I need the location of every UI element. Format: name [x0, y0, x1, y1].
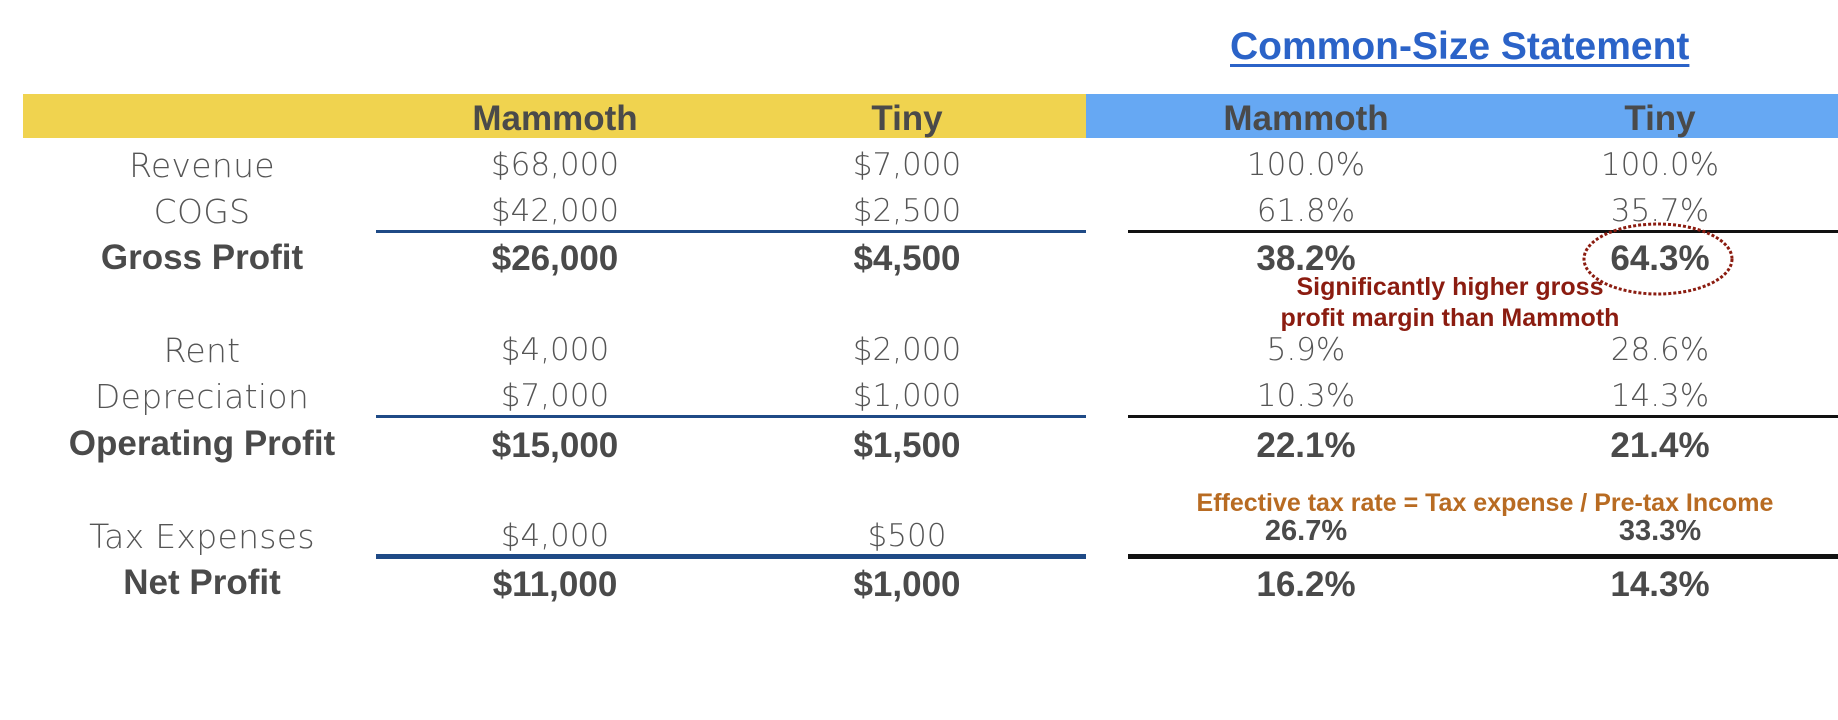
- rent-cs-mammoth: 5.9%: [1266, 332, 1346, 368]
- header-band-common-size: [1086, 94, 1838, 138]
- header-band-dollars: [23, 94, 1086, 138]
- highlight-circle: [1582, 222, 1734, 296]
- net-profit-tiny: $1,000: [853, 565, 961, 604]
- revenue-cs-mammoth: 100.0%: [1246, 147, 1366, 183]
- depreciation-tiny: $1,000: [852, 378, 962, 414]
- revenue-tiny: $7,000: [852, 147, 962, 183]
- cogs-tiny: $2,500: [852, 193, 962, 229]
- rent-mammoth: $4,000: [500, 332, 610, 368]
- cogs-cs-mammoth: 61.8%: [1256, 193, 1356, 229]
- gross-profit-cs-tiny: 64.3%: [1610, 239, 1710, 278]
- total-rule-tax-cs: [1128, 554, 1838, 559]
- gross-profit-tiny: $4,500: [853, 239, 961, 278]
- revenue-mammoth: $68,000: [490, 147, 620, 183]
- row-label-revenue: Revenue: [129, 146, 275, 185]
- operating-profit-mammoth: $15,000: [491, 426, 619, 465]
- net-profit-cs-tiny: 14.3%: [1610, 565, 1710, 604]
- cogs-mammoth: $42,000: [490, 193, 620, 229]
- total-rule-tax: [376, 554, 1086, 559]
- gross-profit-cs-mammoth: 38.2%: [1256, 239, 1356, 278]
- depreciation-cs-mammoth: 10.3%: [1256, 378, 1356, 414]
- tax-cs-mammoth: 26.7%: [1264, 515, 1348, 547]
- header-mammoth: Mammoth: [472, 99, 638, 138]
- rent-cs-tiny: 28.6%: [1610, 332, 1710, 368]
- row-label-operating-profit: Operating Profit: [68, 424, 336, 463]
- row-label-depreciation: Depreciation: [94, 377, 310, 416]
- subtotal-rule-depreciation: [376, 415, 1086, 418]
- net-profit-mammoth: $11,000: [492, 565, 618, 604]
- header-tiny: Tiny: [871, 99, 943, 138]
- depreciation-cs-tiny: 14.3%: [1610, 378, 1710, 414]
- gross-margin-annotation-line1: Significantly higher gross: [1296, 273, 1604, 301]
- operating-profit-cs-tiny: 21.4%: [1610, 426, 1710, 465]
- operating-profit-cs-mammoth: 22.1%: [1256, 426, 1356, 465]
- tax-cs-tiny: 33.3%: [1618, 515, 1702, 547]
- gross-margin-annotation: Significantly higher gross profit margin…: [1250, 272, 1650, 334]
- subtotal-rule-depreciation-cs: [1128, 415, 1838, 418]
- header-cs-mammoth: Mammoth: [1223, 99, 1389, 138]
- revenue-cs-tiny: 100.0%: [1600, 147, 1720, 183]
- header-cs-tiny: Tiny: [1624, 99, 1696, 138]
- tax-rate-annotation: Effective tax rate = Tax expense / Pre-t…: [1196, 489, 1774, 517]
- page-title[interactable]: Common-Size Statement: [1230, 25, 1690, 68]
- row-label-net-profit: Net Profit: [123, 563, 281, 602]
- tax-tiny: $500: [867, 518, 947, 554]
- tax-mammoth: $4,000: [500, 518, 610, 554]
- operating-profit-tiny: $1,500: [853, 426, 961, 465]
- subtotal-rule-cogs-cs: [1128, 230, 1838, 233]
- row-label-tax-expenses: Tax Expenses: [89, 517, 315, 556]
- gross-profit-mammoth: $26,000: [491, 239, 619, 278]
- subtotal-rule-cogs: [376, 230, 1086, 233]
- gross-margin-annotation-line2: profit margin than Mammoth: [1280, 304, 1620, 332]
- row-label-rent: Rent: [163, 331, 241, 370]
- rent-tiny: $2,000: [852, 332, 962, 368]
- depreciation-mammoth: $7,000: [500, 378, 610, 414]
- row-label-gross-profit: Gross Profit: [100, 238, 304, 277]
- net-profit-cs-mammoth: 16.2%: [1256, 565, 1356, 604]
- row-label-cogs: COGS: [153, 192, 251, 231]
